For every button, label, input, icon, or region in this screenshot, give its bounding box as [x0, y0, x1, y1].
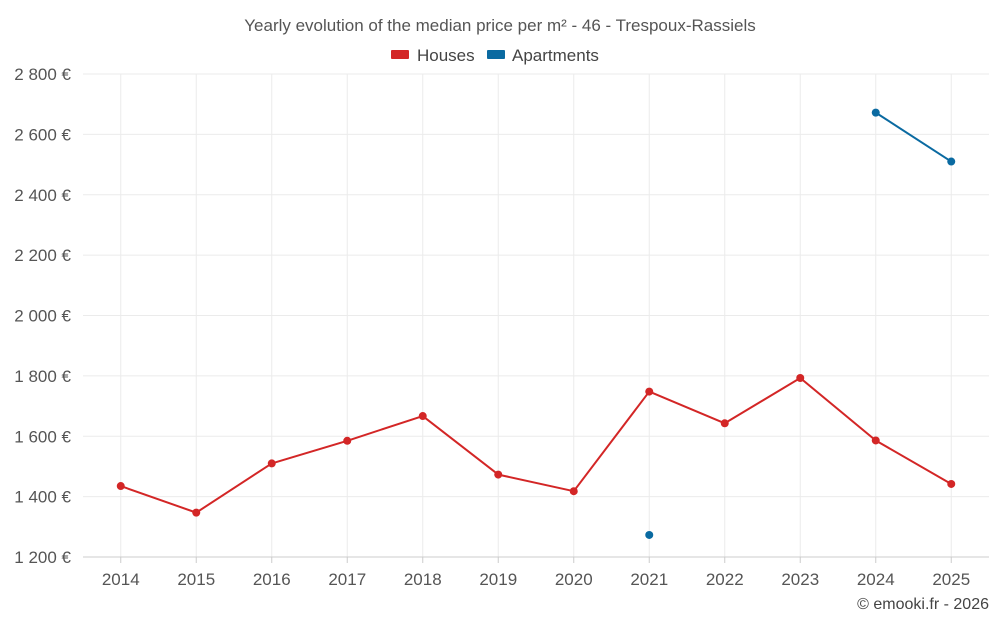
- legend-label-houses: Houses: [417, 46, 475, 65]
- legend-swatch-apartments: [487, 50, 505, 59]
- axes: 1 200 € 1 400 € 1 600 € 1 800 € 2 000 € 2 200…: [14, 65, 989, 589]
- x-tick-label: 2025: [932, 570, 970, 589]
- data-point-apartments[interactable]: [871, 108, 880, 117]
- x-tick-label: 2024: [857, 570, 895, 589]
- series-apartments: [645, 108, 956, 539]
- series-houses: [116, 373, 956, 517]
- x-tick-label: 2019: [479, 570, 517, 589]
- y-tick-label: 1 400 €: [14, 488, 71, 507]
- y-tick-label: 1 800 €: [14, 367, 71, 386]
- data-point-houses[interactable]: [569, 487, 578, 496]
- data-point-houses[interactable]: [796, 373, 805, 382]
- data-point-houses[interactable]: [192, 508, 201, 517]
- data-point-houses[interactable]: [116, 482, 125, 491]
- data-point-houses[interactable]: [947, 479, 956, 488]
- series-layer: [116, 108, 956, 539]
- series-line-houses: [120, 376, 952, 514]
- y-tick-label: 2 600 €: [14, 125, 71, 144]
- data-point-houses[interactable]: [720, 419, 729, 428]
- data-point-houses[interactable]: [494, 470, 503, 479]
- y-tick-label: 2 400 €: [14, 186, 71, 205]
- grid: [83, 73, 989, 557]
- credit-text: © emooki.fr - 2026: [857, 596, 989, 613]
- legend-item-apartments[interactable]: Apartments: [487, 46, 599, 65]
- x-tick-label: 2021: [630, 570, 668, 589]
- x-tick-label: 2022: [706, 570, 744, 589]
- x-tick-label: 2023: [781, 570, 819, 589]
- x-tick-label: 2018: [404, 570, 442, 589]
- data-point-houses[interactable]: [871, 436, 880, 445]
- x-tick-label: 2016: [253, 570, 291, 589]
- legend-swatch-houses: [391, 50, 409, 59]
- legend: Houses Apartments: [391, 46, 599, 65]
- data-point-houses[interactable]: [343, 436, 352, 445]
- y-tick-label: 2 000 €: [14, 307, 71, 326]
- y-tick-label: 1 200 €: [14, 548, 71, 567]
- legend-item-houses[interactable]: Houses: [391, 46, 475, 65]
- legend-label-apartments: Apartments: [512, 46, 599, 65]
- x-tick-label: 2017: [328, 570, 366, 589]
- y-tick-label: 2 800 €: [14, 65, 71, 84]
- x-tick-label: 2020: [555, 570, 593, 589]
- data-point-apartments[interactable]: [645, 530, 654, 539]
- data-point-houses[interactable]: [418, 412, 427, 421]
- series-line-apartments: [875, 111, 952, 163]
- x-tick-label: 2015: [177, 570, 215, 589]
- data-point-houses[interactable]: [645, 387, 654, 396]
- chart-title: Yearly evolution of the median price per…: [244, 16, 756, 35]
- y-tick-label: 2 200 €: [14, 246, 71, 265]
- y-tick-label: 1 600 €: [14, 427, 71, 446]
- data-point-houses[interactable]: [267, 459, 276, 468]
- x-tick-label: 2014: [102, 570, 140, 589]
- data-point-apartments[interactable]: [947, 157, 956, 166]
